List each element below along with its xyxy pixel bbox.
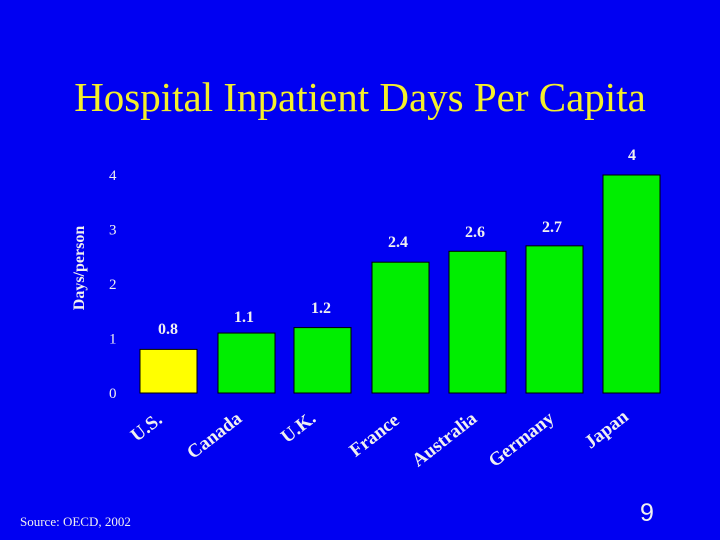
source-note: Source: OECD, 2002 [20,514,131,529]
y-axis-label: Days/person [71,226,88,311]
x-axis-label-japan: Japan [581,406,633,453]
bar-france [371,261,430,394]
y-axis-tick-label: 3 [109,223,117,239]
x-axis-label-france: France [346,410,404,462]
bar-japan [602,174,661,394]
slide-title: Hospital Inpatient Days Per Capita [74,74,646,120]
page-number: 9 [640,499,654,527]
y-axis-tick-label: 0 [109,386,117,402]
data-label-us: 0.8 [158,321,178,338]
x-axis-label-us: U.S. [127,409,167,446]
data-label-canada: 1.1 [234,309,254,326]
bar-us [139,348,198,394]
data-label-japan: 4 [628,147,636,164]
x-axis-label-canada: Canada [183,408,246,464]
bar-germany [525,245,584,394]
bars-group [139,174,661,394]
y-axis-tick-label: 4 [109,168,117,184]
y-axis-ticks: 0 1 2 3 4 [109,168,117,402]
x-axis-label-germany: Germany [485,407,559,471]
data-labels-group: 0.8 1.1 1.2 2.4 2.6 2.7 4 [158,147,636,338]
data-label-germany: 2.7 [542,219,562,236]
x-axis-label-australia: Australia [408,408,481,472]
y-axis-tick-label: 1 [109,332,117,348]
bar-canada [217,332,276,394]
x-axis-labels-group: U.S. Canada U.K. France Australia Germany Japa… [127,406,633,472]
data-label-france: 2.4 [388,234,408,251]
x-axis-label-uk: U.K. [277,408,320,448]
bar-uk [293,327,352,394]
bar-australia [448,250,507,394]
data-label-australia: 2.6 [465,224,485,241]
data-label-uk: 1.2 [311,300,331,317]
y-axis-tick-label: 2 [109,277,117,293]
